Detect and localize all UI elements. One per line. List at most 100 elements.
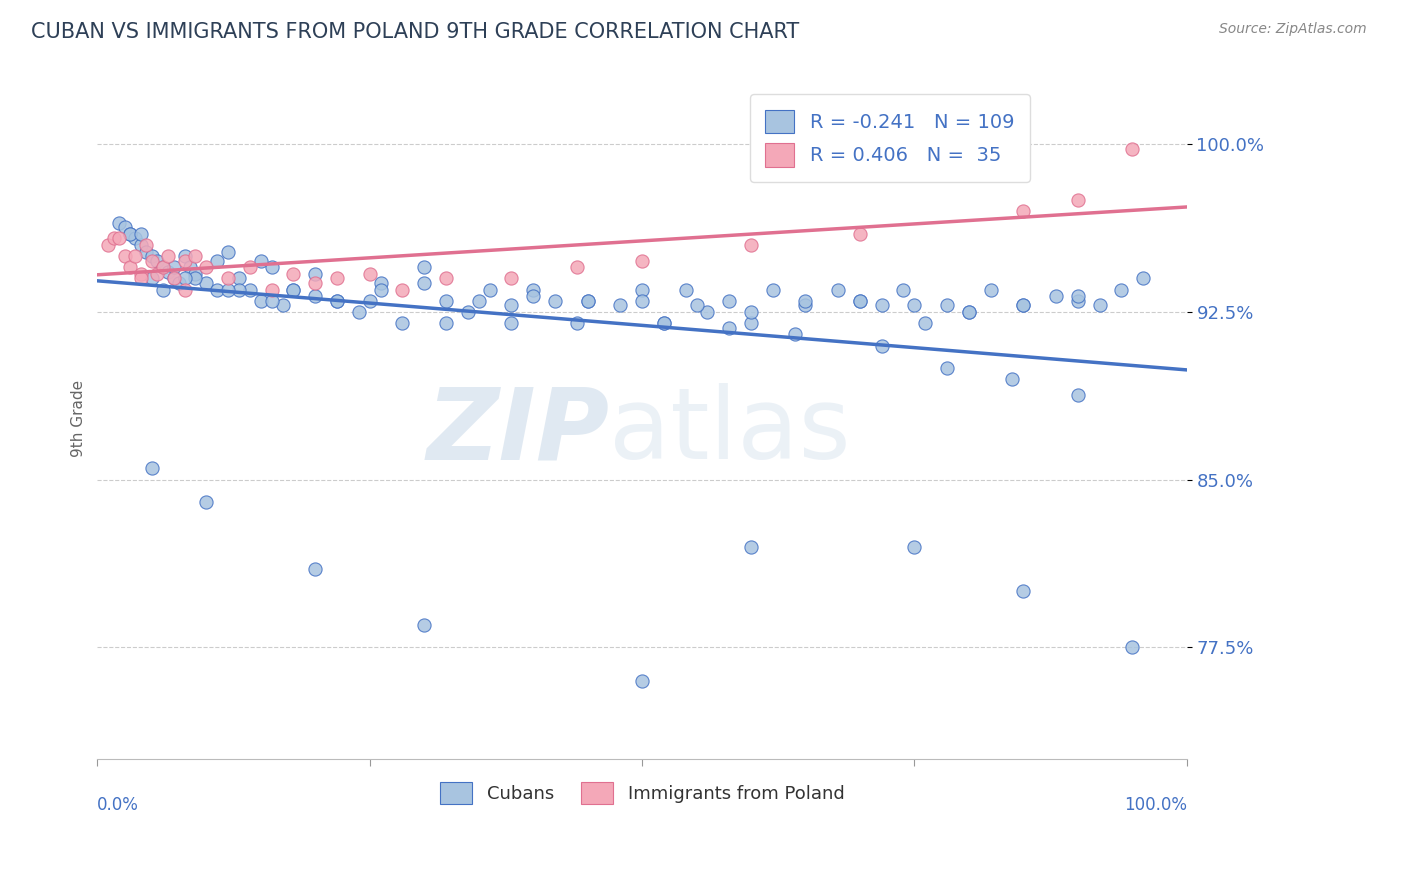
Point (326, 293, 349, 308)
Point (1132, 271, 1154, 285)
Point (152, 260, 174, 275)
Point (173, 271, 195, 285)
Point (108, 231, 131, 245)
Point (1045, 289, 1067, 303)
Point (326, 271, 349, 285)
Point (501, 316, 523, 330)
Point (146, 253, 169, 268)
Point (173, 249, 195, 263)
Point (205, 253, 228, 268)
Point (228, 271, 250, 285)
Point (108, 216, 131, 230)
Point (522, 283, 544, 297)
Point (565, 260, 588, 275)
Point (162, 271, 184, 285)
Point (391, 316, 413, 330)
Point (957, 305, 980, 319)
Point (903, 298, 925, 312)
Point (1012, 584, 1035, 599)
Point (304, 276, 326, 290)
Point (576, 293, 599, 308)
Point (1067, 387, 1090, 401)
Point (1012, 204, 1035, 219)
Point (124, 249, 146, 263)
Point (936, 360, 959, 375)
Point (522, 289, 544, 303)
Point (97, 238, 120, 252)
Point (141, 461, 163, 475)
Point (260, 293, 283, 308)
Point (283, 283, 305, 297)
Point (903, 540, 925, 554)
Point (478, 283, 501, 297)
Point (260, 260, 283, 275)
Point (501, 298, 523, 312)
Point (544, 293, 567, 308)
Point (184, 249, 207, 263)
Point (195, 495, 218, 509)
Point (675, 283, 697, 297)
Point (179, 260, 201, 275)
Point (740, 540, 762, 554)
Point (980, 283, 1002, 297)
Point (184, 271, 207, 285)
Point (118, 260, 141, 275)
Point (740, 238, 762, 252)
Point (217, 244, 239, 259)
Point (1067, 194, 1090, 208)
Point (849, 227, 872, 241)
Point (228, 283, 250, 297)
Point (1012, 298, 1035, 312)
Point (135, 238, 157, 252)
Point (718, 293, 741, 308)
Point (413, 276, 436, 290)
Point (849, 293, 872, 308)
Point (631, 283, 654, 297)
Point (434, 316, 457, 330)
Point (370, 283, 392, 297)
Point (827, 283, 849, 297)
Point (1111, 283, 1133, 297)
Point (205, 283, 228, 297)
Point (434, 293, 457, 308)
Point (501, 271, 523, 285)
Point (239, 283, 262, 297)
Point (141, 253, 163, 268)
Legend: Cubans, Immigrants from Poland: Cubans, Immigrants from Poland (432, 774, 852, 811)
Point (849, 293, 872, 308)
Text: ZIP: ZIP (426, 384, 609, 480)
Point (565, 316, 588, 330)
Point (114, 220, 136, 235)
Point (413, 617, 436, 632)
Point (631, 293, 654, 308)
Point (457, 305, 479, 319)
Point (283, 267, 305, 281)
Point (1088, 298, 1111, 312)
Point (1012, 298, 1035, 312)
Point (740, 316, 762, 330)
Text: 0.0%: 0.0% (97, 797, 139, 814)
Point (1001, 372, 1024, 386)
Point (783, 327, 806, 342)
Point (434, 271, 457, 285)
Point (249, 293, 271, 308)
Point (129, 227, 152, 241)
Point (740, 305, 762, 319)
Point (467, 293, 489, 308)
Point (914, 316, 936, 330)
Point (129, 271, 152, 285)
Y-axis label: 9th Grade: 9th Grade (72, 380, 86, 457)
Point (114, 249, 136, 263)
Point (157, 265, 180, 279)
Text: atlas: atlas (609, 384, 851, 480)
Point (184, 267, 207, 281)
Point (893, 283, 915, 297)
Point (162, 260, 184, 275)
Point (173, 283, 195, 297)
Point (173, 253, 195, 268)
Point (217, 271, 239, 285)
Point (936, 298, 959, 312)
Point (260, 283, 283, 297)
Point (413, 260, 436, 275)
Point (239, 260, 262, 275)
